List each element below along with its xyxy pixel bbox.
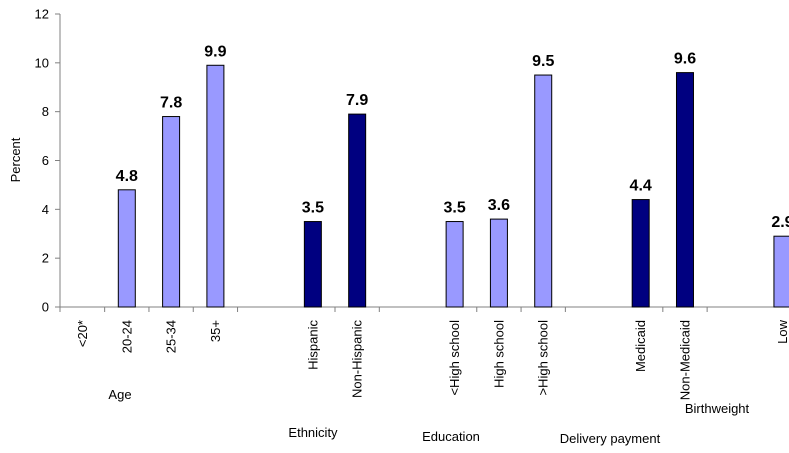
category-label: High school — [491, 320, 506, 388]
group-label: Birthweight — [685, 401, 750, 416]
y-axis-label: Percent — [8, 137, 23, 182]
bar-non-hispanic — [348, 113, 367, 308]
bar-hispanic — [303, 221, 322, 308]
data-label: 3.6 — [488, 197, 510, 214]
category-label: Hispanic — [305, 320, 320, 370]
data-label: 3.5 — [443, 200, 465, 217]
data-label: 3.5 — [302, 200, 324, 217]
group-label: Education — [422, 429, 480, 444]
y-tick-label: 6 — [42, 153, 49, 168]
data-labels: 4.87.89.93.57.93.53.69.54.49.62.97.1 — [116, 43, 789, 231]
y-tick-label: 4 — [42, 202, 49, 217]
bar-20-24 — [117, 189, 136, 308]
group-label: Age — [108, 387, 131, 402]
y-axis: 0 2 4 6 8 10 12 — [35, 7, 61, 315]
data-label: 4.4 — [630, 178, 652, 195]
category-label: Medicaid — [633, 320, 648, 372]
bar-35 — [206, 64, 225, 308]
data-label: 9.5 — [532, 53, 554, 70]
data-label: 7.8 — [160, 95, 182, 112]
y-tick-label: 10 — [35, 55, 49, 70]
y-tick-label: 2 — [42, 251, 49, 266]
y-tick-label: 8 — [42, 104, 49, 119]
category-label: 20-24 — [119, 320, 134, 353]
category-label: <High school — [447, 320, 462, 396]
data-label: 9.9 — [204, 43, 226, 60]
data-label: 2.9 — [771, 214, 789, 231]
x-axis — [59, 306, 785, 312]
bar-high-school — [534, 74, 553, 308]
category-label: 25-34 — [164, 320, 179, 353]
data-label: 4.8 — [116, 168, 138, 185]
bar-high-school — [445, 221, 464, 308]
bar-non-medicaid — [675, 72, 694, 308]
group-labels: Age Ethnicity Education Delivery payment Bir… — [108, 387, 749, 446]
bars — [117, 64, 789, 308]
category-label: Non-Hispanic — [350, 320, 365, 399]
group-label: Delivery payment — [560, 431, 661, 446]
category-label: Non-Medicaid — [677, 320, 692, 400]
bar-low — [773, 235, 789, 308]
group-label: Ethnicity — [288, 425, 338, 440]
y-tick-label: 0 — [42, 300, 49, 315]
data-label: 9.6 — [674, 51, 696, 68]
category-label: 35+ — [208, 320, 223, 342]
bar-high-school — [489, 218, 508, 308]
bar-25-34 — [162, 116, 181, 308]
category-label: >High school — [536, 320, 551, 396]
data-label: 7.9 — [346, 92, 368, 109]
y-tick-label: 12 — [35, 7, 49, 22]
category-label: Low — [775, 319, 789, 343]
category-label: <20* — [75, 320, 90, 347]
bar-medicaid — [631, 199, 650, 308]
category-labels: <20* 20-24 25-34 35+ Hispanic Non-Hispanic <Hi… — [75, 319, 789, 400]
